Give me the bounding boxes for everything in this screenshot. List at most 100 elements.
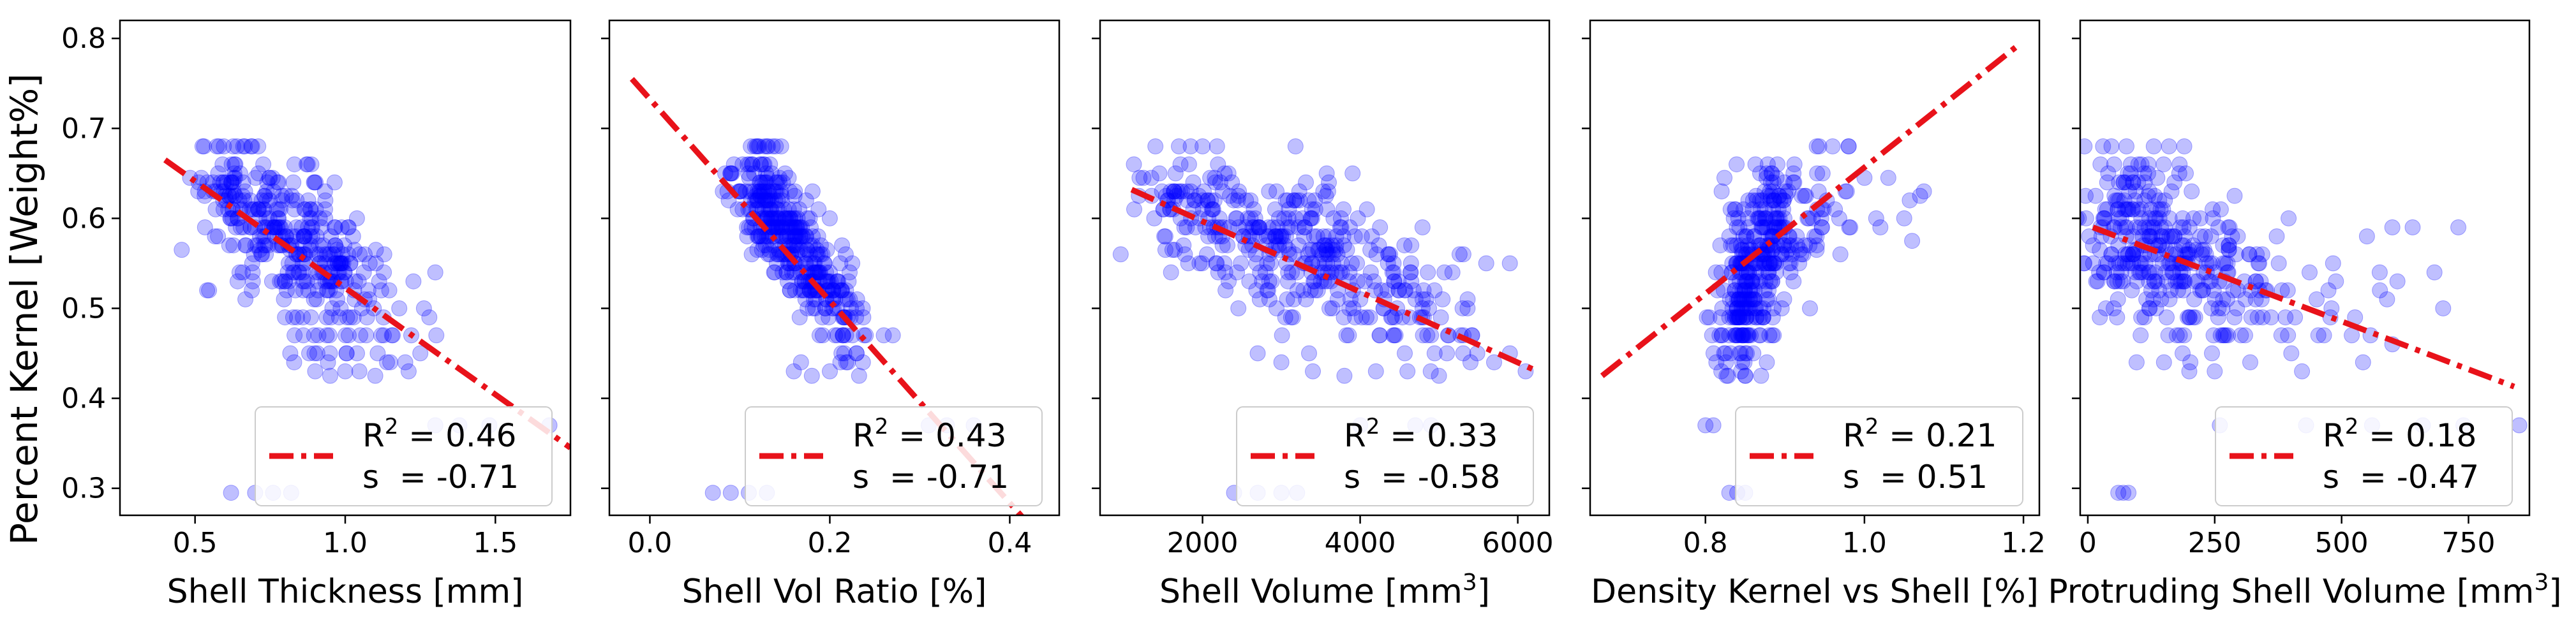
data-point <box>1731 219 1748 235</box>
data-point <box>2106 300 2122 316</box>
data-point <box>780 201 797 217</box>
data-point <box>2187 309 2203 326</box>
data-point <box>1752 165 1768 182</box>
data-point <box>1739 273 1755 290</box>
data-point <box>296 273 313 290</box>
data-point <box>774 219 790 235</box>
data-point <box>1748 300 1764 316</box>
data-point <box>1729 291 1745 307</box>
data-point <box>371 273 387 290</box>
data-point <box>2125 174 2141 191</box>
data-point <box>2110 192 2126 209</box>
data-point <box>258 246 274 263</box>
data-point <box>787 228 803 245</box>
data-point <box>1725 291 1741 307</box>
data-point <box>722 165 739 182</box>
data-point <box>1327 242 1344 258</box>
data-point <box>271 210 287 226</box>
data-point <box>1241 273 1258 290</box>
data-point <box>2186 273 2203 290</box>
data-point <box>397 354 413 371</box>
data-point <box>2320 282 2337 298</box>
data-point <box>1387 327 1404 344</box>
data-point <box>2147 264 2163 281</box>
data-point <box>256 188 272 204</box>
data-point <box>752 174 768 191</box>
data-point <box>1261 273 1277 290</box>
data-point <box>794 228 811 245</box>
data-point <box>2149 273 2166 290</box>
data-point <box>1731 291 1747 307</box>
data-point <box>1349 255 1366 272</box>
data-point <box>2128 354 2145 371</box>
data-point <box>277 309 294 326</box>
data-point <box>1302 282 1319 298</box>
data-point <box>1827 201 1843 217</box>
data-point <box>822 264 838 281</box>
data-point <box>770 210 787 226</box>
data-point <box>1766 192 1783 209</box>
data-point <box>2154 255 2171 272</box>
data-point <box>1267 228 1284 245</box>
data-point <box>1727 282 1743 298</box>
x-axis-label: Protruding Shell Volume [mm3] <box>2048 570 2561 611</box>
data-point <box>352 327 369 344</box>
data-point <box>1734 242 1751 258</box>
data-point <box>338 345 355 362</box>
data-point <box>1231 183 1247 200</box>
data-point <box>785 210 801 226</box>
data-point <box>1325 210 1342 226</box>
data-point <box>227 188 244 204</box>
data-point <box>1319 246 1336 263</box>
data-point <box>2108 255 2124 272</box>
data-point <box>1324 237 1341 254</box>
data-point <box>340 219 357 235</box>
data-point <box>1736 282 1753 298</box>
data-point <box>415 300 432 316</box>
data-point <box>1336 237 1352 254</box>
data-point <box>1752 210 1768 226</box>
data-point <box>1840 138 1857 154</box>
data-point <box>1733 327 1750 344</box>
data-point <box>1762 183 1778 200</box>
data-point <box>1307 201 1323 217</box>
data-point <box>785 201 802 217</box>
data-point <box>2160 327 2177 344</box>
data-point <box>1322 300 1337 316</box>
data-point <box>2100 165 2117 182</box>
data-point <box>1746 291 1763 307</box>
data-point <box>1257 264 1274 281</box>
data-point <box>232 219 249 235</box>
data-point <box>2133 156 2150 173</box>
data-point <box>1762 273 1778 290</box>
data-point <box>776 210 793 226</box>
data-point <box>1274 327 1290 344</box>
data-point <box>1478 255 1494 272</box>
data-point <box>284 255 301 272</box>
data-point <box>264 170 281 186</box>
data-point <box>1762 192 1779 209</box>
data-point <box>376 264 392 281</box>
data-point <box>385 327 401 344</box>
data-point <box>761 201 777 217</box>
data-point <box>244 282 260 298</box>
data-point <box>2166 228 2183 245</box>
data-point <box>1321 174 1337 191</box>
data-point <box>803 219 819 235</box>
data-point <box>803 367 820 384</box>
data-point <box>1733 300 1750 316</box>
data-point <box>1760 188 1776 204</box>
data-point <box>2157 219 2173 235</box>
data-point <box>2081 228 2097 245</box>
data-point <box>1307 192 1323 209</box>
data-point <box>227 188 243 204</box>
data-point <box>2096 210 2113 226</box>
data-point <box>782 219 799 235</box>
data-point <box>1246 201 1262 217</box>
data-point <box>1757 201 1773 217</box>
data-point <box>773 192 790 209</box>
data-point <box>300 219 316 235</box>
data-point <box>2226 309 2243 326</box>
data-point <box>373 282 389 298</box>
data-point <box>2142 228 2159 245</box>
